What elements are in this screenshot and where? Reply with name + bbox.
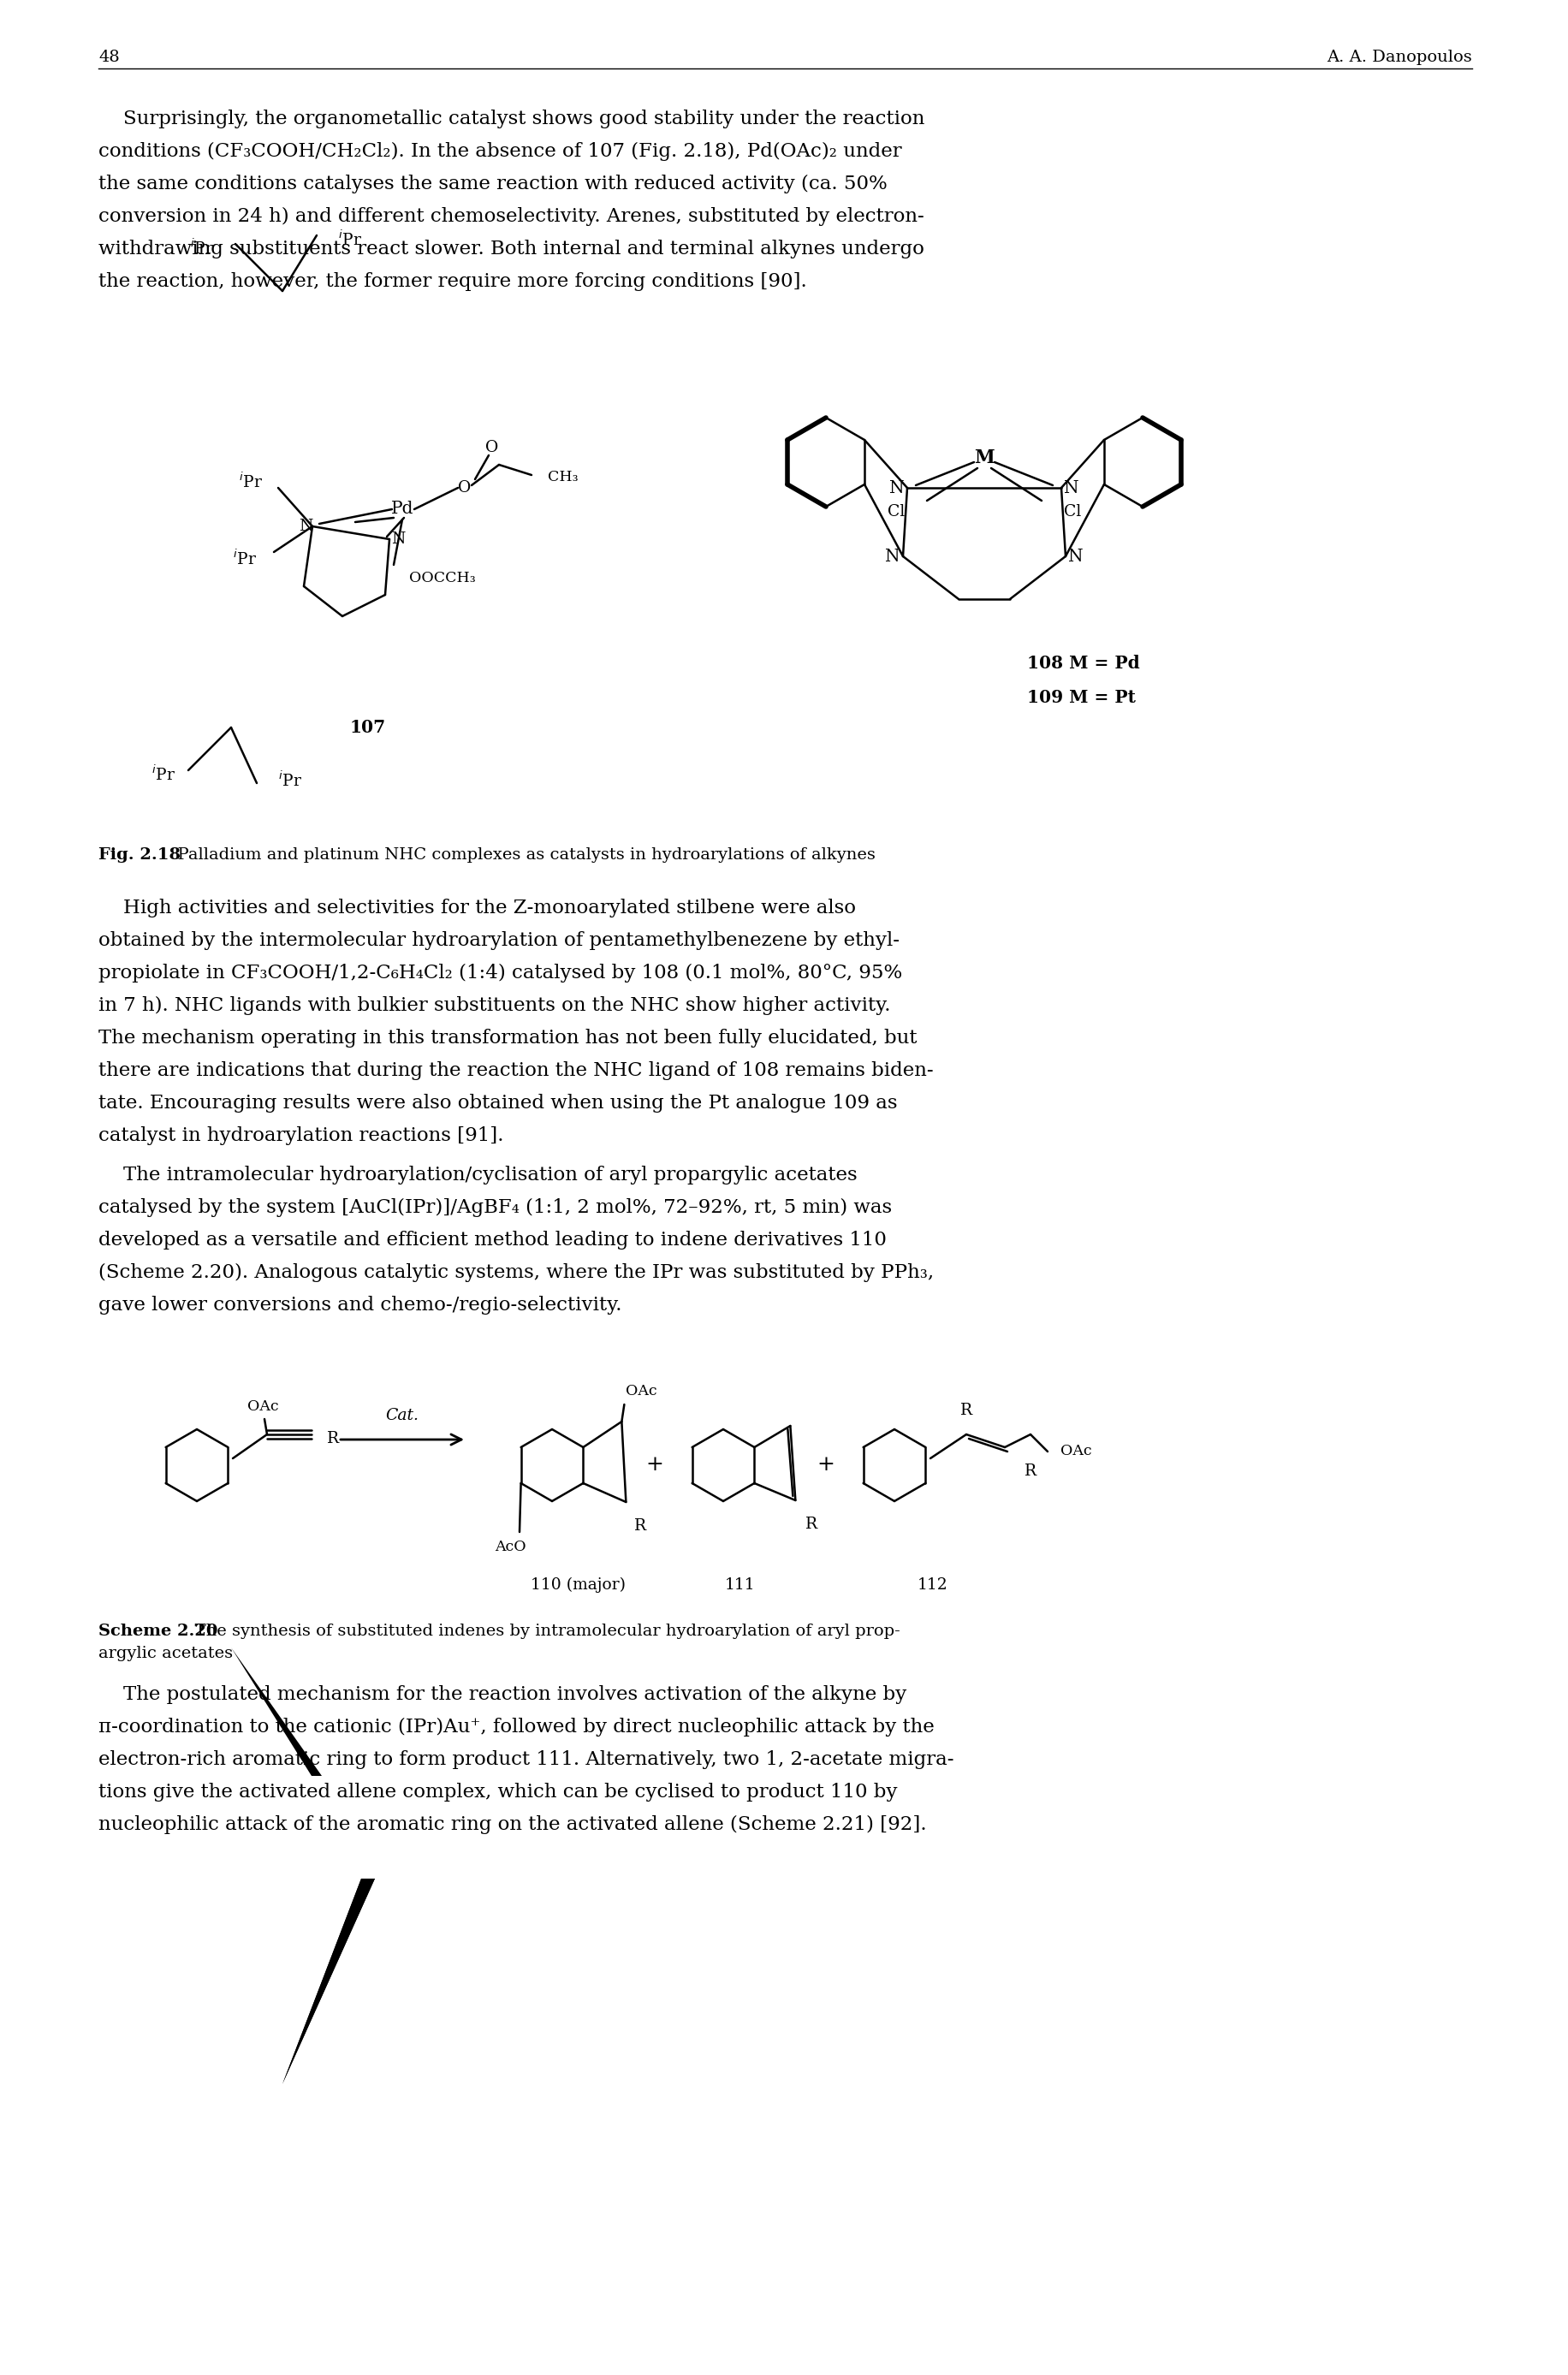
Text: obtained by the intermolecular hydroarylation of pentamethylbenezene by ethyl-: obtained by the intermolecular hydroaryl… <box>99 931 900 950</box>
Polygon shape <box>282 1879 375 2083</box>
Text: A. A. Danopoulos: A. A. Danopoulos <box>1327 50 1472 64</box>
Text: 107: 107 <box>350 720 386 736</box>
Text: Surprisingly, the organometallic catalyst shows good stability under the reactio: Surprisingly, the organometallic catalys… <box>99 109 925 128</box>
Text: R: R <box>328 1432 339 1446</box>
Text: M: M <box>974 449 994 468</box>
Text: conditions (CF₃COOH/CH₂Cl₂). In the absence of 107 (Fig. 2.18), Pd(OAc)₂ under: conditions (CF₃COOH/CH₂Cl₂). In the abse… <box>99 142 902 162</box>
Text: The intramolecular hydroarylation/cyclisation of aryl propargylic acetates: The intramolecular hydroarylation/cyclis… <box>99 1166 858 1185</box>
Text: Cl: Cl <box>1063 504 1082 520</box>
Text: Cat.: Cat. <box>386 1408 419 1423</box>
Text: there are indications that during the reaction the NHC ligand of 108 remains bid: there are indications that during the re… <box>99 1062 933 1081</box>
Polygon shape <box>230 1648 321 1776</box>
Text: 48: 48 <box>99 50 119 64</box>
Text: 108 M = Pd: 108 M = Pd <box>1027 656 1140 672</box>
Text: Palladium and platinum NHC complexes as catalysts in hydroarylations of alkynes: Palladium and platinum NHC complexes as … <box>166 848 875 862</box>
Text: propiolate in CF₃COOH/1,2-C₆H₄Cl₂ (1:4) catalysed by 108 (0.1 mol%, 80°C, 95%: propiolate in CF₃COOH/1,2-C₆H₄Cl₂ (1:4) … <box>99 964 902 983</box>
Text: N: N <box>1065 480 1079 496</box>
Text: catalysed by the system [AuCl(IPr)]/AgBF₄ (1:1, 2 mol%, 72–92%, rt, 5 min) was: catalysed by the system [AuCl(IPr)]/AgBF… <box>99 1199 892 1216</box>
Text: 112: 112 <box>917 1577 949 1594</box>
Text: gave lower conversions and chemo-/regio-selectivity.: gave lower conversions and chemo-/regio-… <box>99 1297 622 1316</box>
Text: AcO: AcO <box>495 1539 527 1553</box>
Text: $^i$Pr: $^i$Pr <box>238 473 263 492</box>
Text: Cl: Cl <box>887 504 905 520</box>
Text: Fig. 2.18: Fig. 2.18 <box>99 848 180 862</box>
Text: electron-rich aromatic ring to form product 111. Alternatively, two 1, 2-acetate: electron-rich aromatic ring to form prod… <box>99 1750 953 1769</box>
Text: OAc: OAc <box>626 1385 657 1399</box>
Text: catalyst in hydroarylation reactions [91].: catalyst in hydroarylation reactions [91… <box>99 1126 503 1145</box>
Text: tate. Encouraging results were also obtained when using the Pt analogue 109 as: tate. Encouraging results were also obta… <box>99 1095 897 1112</box>
Text: The postulated mechanism for the reaction involves activation of the alkyne by: The postulated mechanism for the reactio… <box>99 1686 906 1703</box>
Text: The mechanism operating in this transformation has not been fully elucidated, bu: The mechanism operating in this transfor… <box>99 1028 917 1047</box>
Text: R: R <box>806 1518 818 1532</box>
Text: OOCCH₃: OOCCH₃ <box>409 570 475 584</box>
Text: $^i$Pr: $^i$Pr <box>152 765 176 784</box>
Text: 111: 111 <box>724 1577 756 1594</box>
Text: 109 M = Pt: 109 M = Pt <box>1027 689 1135 705</box>
Text: the same conditions catalyses the same reaction with reduced activity (ca. 50%: the same conditions catalyses the same r… <box>99 176 887 192</box>
Text: R: R <box>960 1404 972 1418</box>
Text: developed as a versatile and efficient method leading to indene derivatives 110: developed as a versatile and efficient m… <box>99 1230 886 1249</box>
Text: OAc: OAc <box>248 1399 279 1413</box>
Text: N: N <box>886 549 900 565</box>
Text: Pd: Pd <box>390 501 414 518</box>
Text: The synthesis of substituted indenes by intramolecular hydroarylation of aryl pr: The synthesis of substituted indenes by … <box>183 1625 900 1639</box>
Text: CH₃: CH₃ <box>547 470 579 485</box>
Polygon shape <box>282 1879 375 2083</box>
Text: (Scheme 2.20). Analogous catalytic systems, where the IPr was substituted by PPh: (Scheme 2.20). Analogous catalytic syste… <box>99 1264 935 1283</box>
Text: withdrawing substituents react slower. Both internal and terminal alkynes underg: withdrawing substituents react slower. B… <box>99 240 924 259</box>
Text: $^i$Pr: $^i$Pr <box>278 772 303 791</box>
Text: Scheme 2.20: Scheme 2.20 <box>99 1625 218 1639</box>
Text: O: O <box>486 439 499 456</box>
Text: OAc: OAc <box>1060 1444 1091 1458</box>
Text: N: N <box>889 480 905 496</box>
Text: R: R <box>635 1518 646 1534</box>
Text: +: + <box>817 1456 834 1475</box>
Text: N: N <box>298 518 312 534</box>
Text: $^i$Pr: $^i$Pr <box>339 230 362 249</box>
Text: the reaction, however, the former require more forcing conditions [90].: the reaction, however, the former requir… <box>99 273 808 292</box>
Text: O: O <box>458 480 472 496</box>
Text: +: + <box>646 1456 663 1475</box>
Text: N: N <box>390 532 405 546</box>
Text: conversion in 24 h) and different chemoselectivity. Arenes, substituted by elect: conversion in 24 h) and different chemos… <box>99 207 924 226</box>
Text: argylic acetates: argylic acetates <box>99 1646 234 1660</box>
Text: $^i$Pr: $^i$Pr <box>190 240 213 259</box>
Text: High activities and selectivities for the Z-monoarylated stilbene were also: High activities and selectivities for th… <box>99 898 856 917</box>
Text: in 7 h). NHC ligands with bulkier substituents on the NHC show higher activity.: in 7 h). NHC ligands with bulkier substi… <box>99 995 891 1014</box>
Text: N: N <box>1068 549 1083 565</box>
Text: R: R <box>1024 1463 1036 1480</box>
Text: tions give the activated allene complex, which can be cyclised to product 110 by: tions give the activated allene complex,… <box>99 1784 897 1803</box>
Text: π-coordination to the cationic (IPr)Au⁺, followed by direct nucleophilic attack : π-coordination to the cationic (IPr)Au⁺,… <box>99 1717 935 1736</box>
Text: $^i$Pr: $^i$Pr <box>234 549 257 568</box>
Text: nucleophilic attack of the aromatic ring on the activated allene (Scheme 2.21) [: nucleophilic attack of the aromatic ring… <box>99 1814 927 1833</box>
Text: 110 (major): 110 (major) <box>530 1577 626 1594</box>
